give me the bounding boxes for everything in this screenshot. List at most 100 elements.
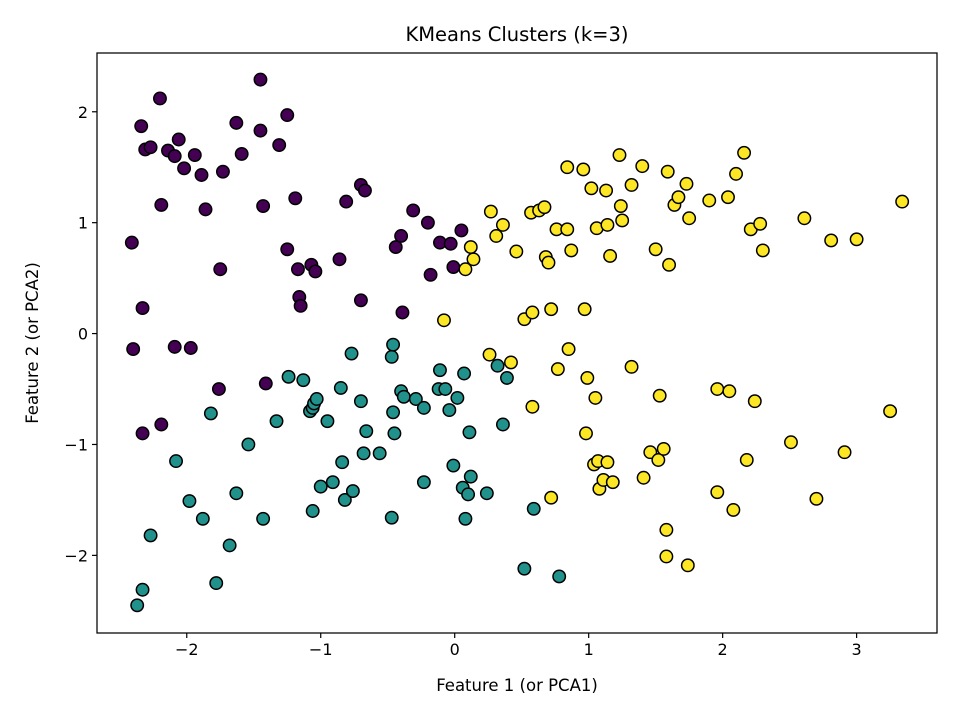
cluster-2-point-83 [895, 194, 910, 209]
cluster-0-point-12 [167, 339, 182, 354]
cluster-0-point-30 [280, 242, 295, 257]
cluster-2-point-39 [600, 455, 615, 470]
cluster-1-point-12 [269, 414, 284, 429]
x-tick-label: −2 [175, 640, 199, 659]
cluster-1-point-41 [416, 475, 431, 490]
cluster-0-point-20 [211, 382, 226, 396]
x-tick-label: 0 [450, 640, 460, 659]
cluster-2-point-19 [544, 490, 559, 505]
cluster-1-point-55 [490, 358, 505, 373]
cluster-2-point-75 [755, 243, 770, 258]
cluster-0-point-11 [167, 149, 182, 164]
cluster-0-point-9 [154, 417, 169, 432]
cluster-1-point-18 [309, 392, 324, 406]
cluster-1-point-6 [203, 406, 218, 421]
cluster-0-point-34 [293, 298, 308, 313]
cluster-2-point-7 [495, 217, 510, 232]
x-tick-label: 3 [852, 640, 862, 659]
cluster-2-point-57 [662, 257, 677, 272]
cluster-1-point-25 [337, 492, 352, 507]
cluster-1-point-9 [229, 486, 244, 501]
cluster-1-point-50 [458, 511, 473, 526]
points-layer [124, 72, 910, 613]
cluster-2-point-51 [651, 453, 666, 467]
cluster-2-point-2 [463, 240, 478, 255]
cluster-2-point-71 [739, 453, 754, 467]
cluster-2-point-40 [603, 248, 618, 263]
cluster-0-point-4 [135, 426, 150, 441]
cluster-2-point-38 [600, 217, 615, 232]
cluster-2-point-62 [682, 211, 697, 226]
cluster-0-point-40 [353, 293, 368, 308]
cluster-1-point-1 [135, 582, 150, 597]
cluster-2-point-46 [624, 178, 639, 192]
cluster-1-point-8 [222, 538, 237, 553]
cluster-2-point-47 [635, 159, 650, 174]
cluster-2-point-82 [883, 404, 898, 419]
cluster-2-point-23 [560, 222, 575, 237]
cluster-0-point-19 [213, 262, 228, 277]
y-tick-label: −2 [64, 546, 88, 565]
cluster-2-point-45 [624, 359, 639, 374]
cluster-1-point-58 [517, 561, 532, 576]
cluster-2-point-18 [544, 302, 559, 317]
cluster-0-point-41 [357, 183, 372, 198]
cluster-1-point-39 [408, 392, 423, 406]
cluster-0-point-7 [153, 91, 167, 106]
cluster-1-point-43 [433, 363, 447, 378]
cluster-1-point-57 [500, 370, 514, 385]
cluster-2-point-22 [560, 160, 575, 175]
cluster-0-point-50 [446, 260, 461, 274]
cluster-1-point-36 [387, 426, 402, 441]
cluster-2-point-6 [489, 229, 504, 243]
cluster-0-point-43 [394, 229, 409, 243]
cluster-2-point-60 [679, 176, 694, 191]
cluster-1-point-53 [463, 469, 478, 484]
cluster-1-point-48 [457, 366, 472, 381]
cluster-1-point-32 [384, 349, 399, 364]
cluster-1-point-13 [281, 369, 296, 384]
cluster-2-point-78 [809, 491, 824, 506]
cluster-2-point-56 [660, 164, 675, 179]
cluster-0-point-13 [171, 132, 186, 147]
cluster-2-point-50 [648, 242, 663, 257]
cluster-1-point-46 [446, 458, 461, 473]
cluster-2-point-41 [605, 475, 620, 490]
cluster-0-point-23 [234, 146, 249, 161]
cluster-2-point-27 [577, 302, 592, 317]
cluster-0-point-8 [154, 197, 169, 212]
cluster-2-point-37 [599, 183, 614, 198]
cluster-1-point-22 [325, 475, 340, 490]
y-tick-label: 0 [78, 325, 88, 344]
cluster-2-point-9 [509, 244, 524, 259]
cluster-2-point-42 [612, 148, 627, 162]
cluster-1-point-51 [461, 487, 476, 502]
cluster-1-point-33 [386, 337, 401, 352]
cluster-1-point-30 [359, 424, 374, 439]
cluster-0-point-15 [183, 341, 198, 355]
cluster-1-point-34 [386, 405, 401, 420]
cluster-2-point-63 [702, 193, 717, 208]
cluster-2-point-79 [824, 233, 839, 248]
cluster-1-point-5 [195, 511, 210, 526]
x-tick-label: 2 [718, 640, 728, 659]
cluster-2-point-5 [483, 204, 498, 219]
cluster-1-point-0 [130, 598, 145, 613]
cluster-0-point-14 [177, 161, 192, 176]
x-tick-label: 1 [584, 640, 594, 659]
cluster-1-point-31 [372, 446, 387, 461]
cluster-1-point-27 [345, 484, 360, 498]
cluster-2-point-74 [753, 216, 768, 231]
cluster-2-point-67 [722, 384, 737, 399]
cluster-2-point-76 [784, 435, 798, 450]
cluster-0-point-3 [135, 301, 150, 316]
cluster-1-point-44 [438, 382, 453, 396]
cluster-2-point-53 [656, 441, 671, 456]
chart-title: KMeans Clusters (k=3) [405, 23, 628, 46]
cluster-2-point-12 [525, 305, 540, 320]
cluster-1-point-21 [320, 414, 335, 429]
cluster-0-point-1 [126, 342, 141, 357]
cluster-1-point-2 [143, 528, 158, 543]
cluster-0-point-16 [187, 148, 202, 162]
